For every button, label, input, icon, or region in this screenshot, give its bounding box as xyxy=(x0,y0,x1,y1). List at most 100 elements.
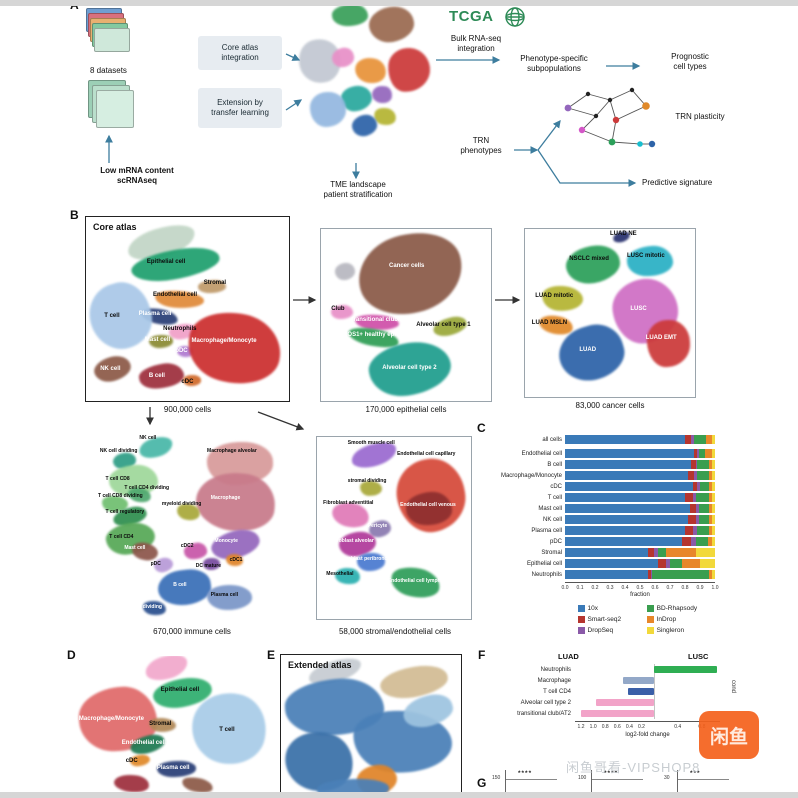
y-axis-tick: 30 xyxy=(664,775,670,781)
immune-caption: 670,000 immune cells xyxy=(153,627,231,636)
cluster-label: Macrophage/Monocyte xyxy=(191,338,257,345)
chart-row-label: Epithelial cell xyxy=(526,560,562,567)
fold-change-chart: LUAD LUSC Neutrophils Macrophage T cell CD… xyxy=(480,652,770,767)
dataset-sheet xyxy=(94,28,130,52)
chart-row-label: Mast cell xyxy=(538,505,562,512)
y-axis-tick: 150 xyxy=(492,775,501,781)
diverging-bar xyxy=(575,664,720,675)
stacked-bar xyxy=(565,515,715,524)
epithelial-umap: Cancer cells Club transitional club/AT2 ROS… xyxy=(320,228,492,402)
chart-row-label: B cell xyxy=(547,461,562,468)
significance-annotation: **** xyxy=(604,770,619,777)
panel-g-label: G xyxy=(477,776,487,790)
fold-chart-rows: Neutrophils Macrophage T cell CD4 Alveolar … xyxy=(480,664,720,719)
predictive-signature-label: Predictive signature xyxy=(642,178,713,187)
cluster-label: NK cell dividing xyxy=(99,448,138,455)
cluster-label: Endothelial cell xyxy=(121,739,166,746)
cluster-label: Macrophage alveolar xyxy=(207,448,257,455)
platform-chart-rows: all cells Endothelial cell B cell Macrophag… xyxy=(480,434,730,580)
chart-row-label: Macrophage xyxy=(537,677,571,684)
significance-annotation: **** xyxy=(518,770,533,777)
cluster-label: Epithelial cell xyxy=(160,687,200,694)
datasets-bottom-label: 8 datasets xyxy=(90,66,127,75)
cluster-label: LUAD xyxy=(579,346,597,353)
stacked-bar xyxy=(565,526,715,535)
cluster-label: Neutrophils xyxy=(163,325,197,332)
chart-row-label: Macrophage/Monocyte xyxy=(500,472,562,479)
platform-chart-xlabel: fraction xyxy=(630,592,650,598)
bulk-rnaseq-label: Bulk RNA-seq integration xyxy=(450,34,502,53)
panel-a-label: A xyxy=(70,0,79,12)
legend-swatch xyxy=(647,605,654,612)
cluster-label: B cell xyxy=(148,373,165,380)
cluster-label: DC mature xyxy=(195,562,222,569)
cond-axis-label: cond xyxy=(730,680,736,694)
cancer-umap: LUAD NE NSCLC mixed LUSC mitotic LUAD mitot… xyxy=(524,228,696,398)
significance-annotation: *** xyxy=(690,770,701,777)
chart-row-label: T cell CD4 xyxy=(543,688,571,695)
cluster-label: Mast cell xyxy=(124,545,146,552)
cluster-label: Endothelial cell venous xyxy=(400,501,456,508)
extended-overview-umap: Epithelial cell Macrophage/Monocyte Stroma… xyxy=(75,656,270,798)
cluster-label: Fibroblast adventitial xyxy=(323,499,374,506)
core-atlas-caption: 900,000 cells xyxy=(163,405,212,414)
legend-item: DropSeq xyxy=(578,626,621,635)
cluster-label: Fibroblast peribronchial xyxy=(338,556,396,563)
stacked-bar xyxy=(565,504,715,513)
umap-cluster-blob xyxy=(563,241,623,288)
cluster-label: cDC2 xyxy=(180,543,194,550)
umap-cluster-blob xyxy=(352,55,388,86)
panel-d-label: D xyxy=(67,648,76,662)
cluster-label: T cell xyxy=(104,312,120,319)
cluster-label: Mesothelial xyxy=(326,570,354,577)
extended-atlas-umap: Extended atlas xyxy=(280,654,462,798)
cluster-label: Endothelial cell lymphatic xyxy=(387,577,450,584)
tme-label: TME landscape patient stratification xyxy=(323,180,393,199)
extended-atlas-title: Extended atlas xyxy=(288,660,352,670)
watermark-text: 闲鱼哥看-VIPSHOP8 xyxy=(566,760,701,775)
umap-cluster-blob xyxy=(646,318,691,368)
umap-cluster-blob xyxy=(366,4,417,46)
chart-row-label: Stromal xyxy=(541,549,562,556)
cluster-label: Macrophage/Monocyte xyxy=(78,715,144,722)
phenotype-subpop-label: Phenotype-specific subpopulations xyxy=(520,54,588,73)
top-border xyxy=(0,0,798,6)
cluster-label: NSCLC mixed xyxy=(569,255,609,262)
cluster-label: B cell dividing xyxy=(128,603,162,610)
cluster-label: pDC xyxy=(175,347,188,354)
trn-phenotypes-label: TRN phenotypes xyxy=(460,136,502,155)
cluster-label: Plasma cell xyxy=(138,310,172,317)
cluster-label: Alveolar cell type 1 xyxy=(416,321,471,328)
lusc-header: LUSC xyxy=(688,652,709,661)
umap-cluster-blob xyxy=(386,46,432,94)
legend-swatch xyxy=(647,627,654,634)
cluster-label: cDC1 xyxy=(229,557,243,564)
chart-row-label: cDC xyxy=(550,483,562,490)
cluster-label: LUAD MSLN xyxy=(531,319,568,326)
core-atlas-title: Core atlas xyxy=(93,222,137,232)
stacked-bar xyxy=(565,570,715,579)
panel-f-label: F xyxy=(478,648,486,662)
panel-e-label: E xyxy=(267,648,276,662)
fold-chart-xlabel: log2-fold change xyxy=(625,732,670,738)
dataset-sheet xyxy=(96,90,134,128)
stacked-bar xyxy=(565,449,715,458)
cluster-label: cDC xyxy=(181,378,194,385)
cluster-label: LUSC xyxy=(630,306,647,313)
cluster-label: LUAD mitotic xyxy=(535,292,574,299)
cluster-label: Fibroblast alveolar xyxy=(329,537,374,544)
stacked-bar xyxy=(565,548,715,557)
stacked-bar xyxy=(565,460,715,469)
stacked-bar xyxy=(565,435,715,444)
platform-chart-axis xyxy=(565,582,715,583)
chart-row-label: pDC xyxy=(549,538,562,545)
chart-row-label: transitional club/AT2 xyxy=(517,710,571,717)
cluster-label: T cell CD4 dividing xyxy=(124,485,170,492)
panel-c-label: C xyxy=(477,421,486,435)
cluster-label: ROS1+ healthy epithelial xyxy=(343,332,414,339)
globe-icon xyxy=(505,7,525,27)
platform-chart: all cells Endothelial cell B cell Macrophag… xyxy=(480,434,730,639)
diverging-bar xyxy=(575,686,720,697)
umap-cluster-blob xyxy=(309,91,347,128)
legend-swatch xyxy=(647,616,654,623)
